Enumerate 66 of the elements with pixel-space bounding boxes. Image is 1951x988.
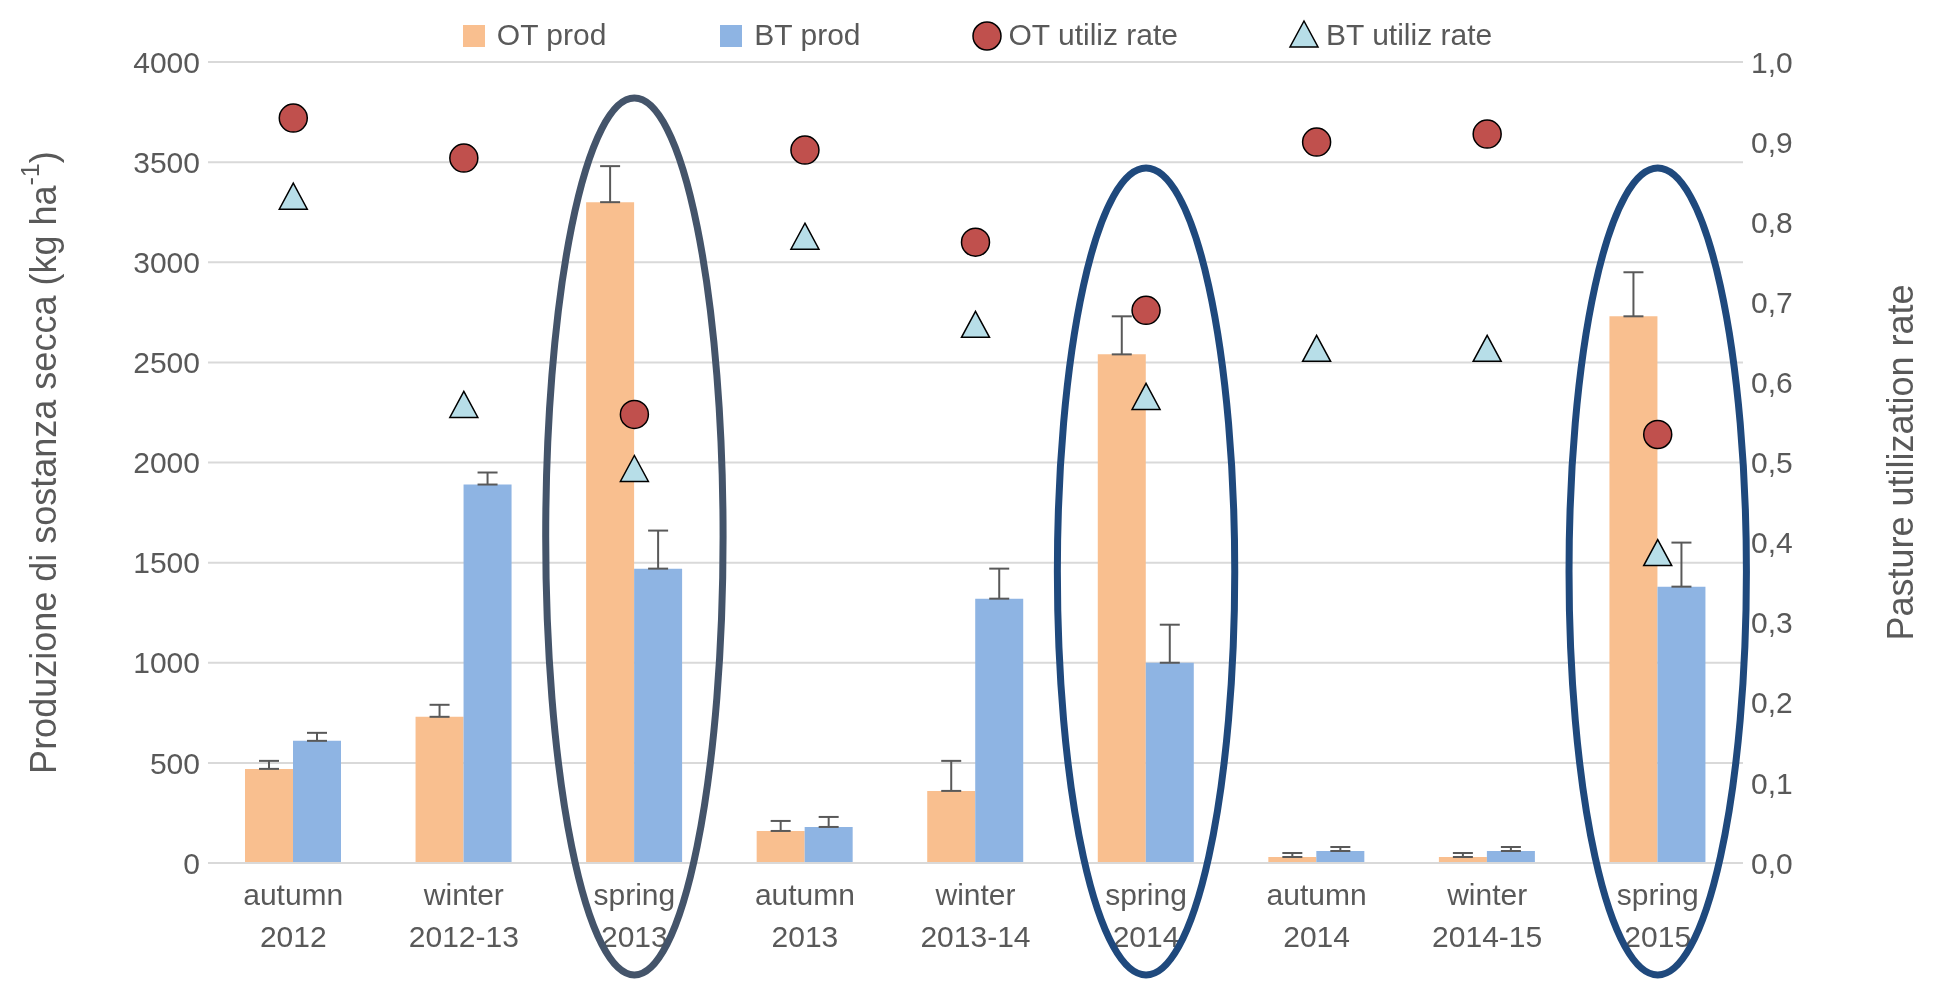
y-tick-label: 500 [149,746,200,780]
x-tick-label: spring 2014 [1105,878,1187,953]
bar [927,790,976,863]
y2-tick-label: 0,8 [1751,205,1793,239]
y2-tick-label: 0,6 [1751,366,1793,400]
bar [1097,354,1146,863]
bar [1609,316,1658,863]
y2-tick-label: 0,1 [1751,766,1793,800]
y-tick-label: 3500 [133,145,200,179]
x-tick-label: winter 2012-13 [408,878,519,953]
y2-tick-label: 0,4 [1751,526,1793,560]
point [1472,334,1502,363]
point [790,222,820,250]
point [278,103,309,133]
point [960,310,991,339]
bar [586,202,635,863]
bar [975,598,1024,863]
legend-label: BT prod [754,18,861,52]
legend-label: OT prod [496,18,607,52]
point [619,399,650,430]
point [449,390,479,419]
point [449,143,479,173]
legend-label: BT utiliz rate [1326,18,1493,52]
x-tick-label: autumn 2012 [243,878,344,953]
x-tick-label: autumn 2014 [1266,878,1367,953]
point [1301,334,1332,363]
bar [804,826,853,863]
y-tick-label: 4000 [133,45,200,79]
x-tick-label: spring 2015 [1616,878,1699,953]
point [1472,119,1502,149]
y-tick-label: 2000 [133,446,200,480]
x-tick-label: autumn 2013 [754,878,855,953]
y2-tick-label: 0,0 [1751,846,1793,880]
bar [634,568,683,863]
y-tick-label: 0 [183,846,200,880]
bar [463,484,512,863]
point [1131,382,1161,411]
legend-label: OT utiliz rate [1008,18,1178,52]
point [1642,419,1673,450]
point [1642,538,1673,567]
y-tick-label: 1000 [133,646,200,680]
point [278,182,309,210]
bar [415,716,464,863]
x-tick-label: winter 2014-15 [1432,878,1543,953]
point [1131,295,1161,326]
y2-tick-label: 0,5 [1751,446,1793,480]
y2-tick-label: 1,0 [1751,45,1793,79]
y2-tick-label: 0,9 [1751,125,1793,159]
bar [245,768,293,863]
bar [293,740,341,863]
point [960,227,991,257]
y-tick-label: 3000 [133,245,200,279]
bar [1657,586,1706,863]
x-tick-label: winter 2013-14 [920,878,1031,953]
x-tick-label: spring 2013 [593,878,676,953]
point [790,135,820,165]
y2-tick-label: 0,2 [1751,686,1793,720]
y2-tick-label: 0,3 [1751,606,1793,640]
bar [1145,662,1194,863]
y2-axis-title: Pasture utilization rate [1879,284,1921,641]
point [619,454,650,483]
bar [756,830,805,863]
y-tick-label: 1500 [133,546,200,580]
y-tick-label: 2500 [133,346,200,380]
y2-tick-label: 0,7 [1751,285,1793,319]
point [1301,127,1332,157]
